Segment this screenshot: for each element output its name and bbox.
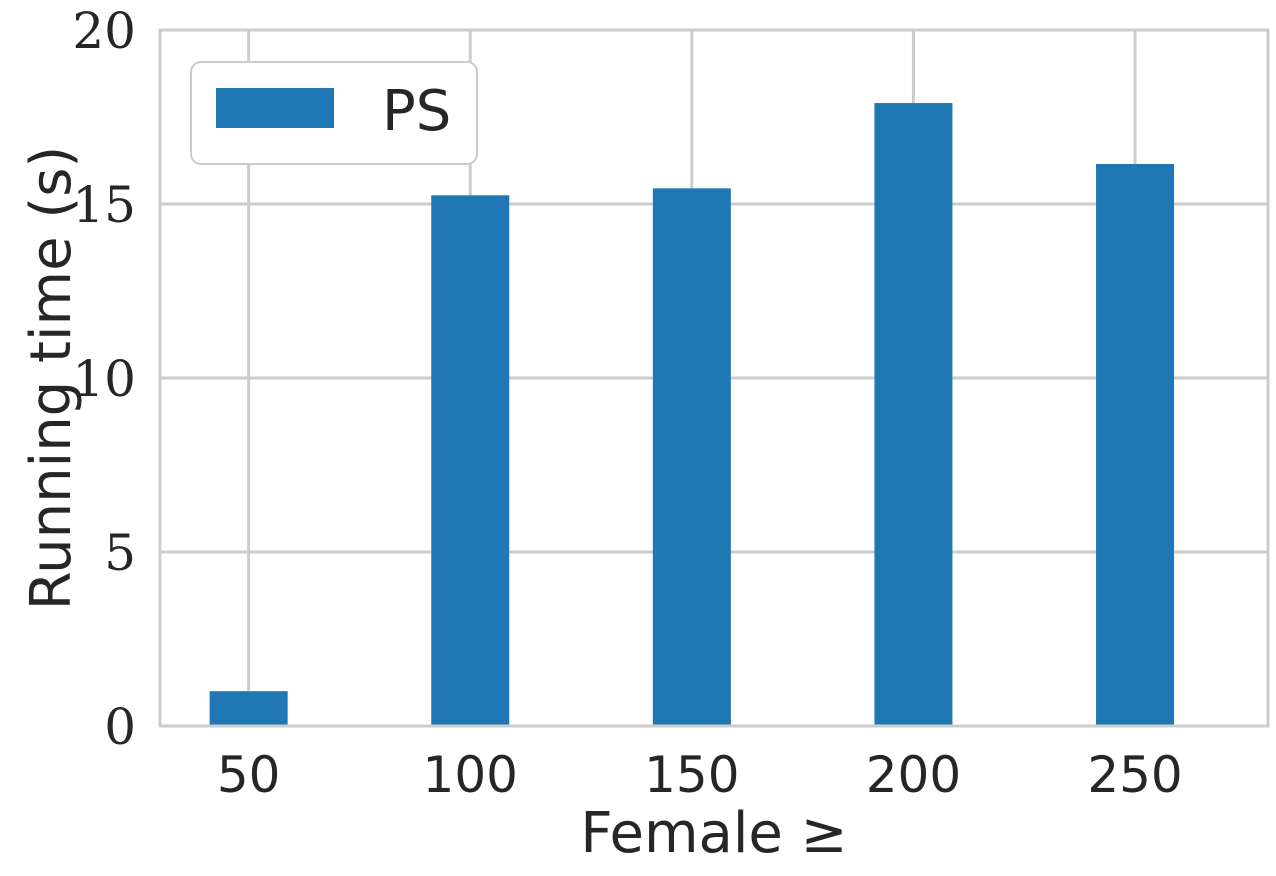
x-tick-label: 200 bbox=[866, 746, 961, 804]
legend-swatch bbox=[216, 88, 334, 128]
bars bbox=[209, 103, 1175, 727]
y-tick-label: 15 bbox=[72, 176, 136, 234]
y-tick-label: 10 bbox=[72, 350, 136, 408]
x-tick-label: 50 bbox=[217, 746, 281, 804]
bar bbox=[874, 103, 953, 726]
plot-frame bbox=[158, 28, 1270, 728]
legend-label: PS bbox=[382, 79, 451, 144]
x-axis-label: Female ≥ bbox=[580, 801, 847, 866]
y-tick-label: 5 bbox=[104, 524, 136, 582]
bar bbox=[652, 188, 731, 727]
x-tick-label: 150 bbox=[644, 746, 739, 804]
x-tick-label: 250 bbox=[1087, 746, 1182, 804]
bar bbox=[1096, 163, 1175, 727]
x-tick-label: 100 bbox=[423, 746, 518, 804]
bar bbox=[431, 195, 510, 727]
legend: PS bbox=[190, 61, 478, 165]
y-tick-labels: 0 5 10 15 20 bbox=[72, 2, 136, 756]
bar bbox=[209, 691, 288, 726]
y-tick-label: 20 bbox=[72, 2, 136, 60]
y-axis-label: Running time (s) bbox=[19, 146, 84, 610]
y-tick-label: 0 bbox=[104, 698, 136, 756]
x-tick-labels: 50 100 150 200 250 bbox=[217, 746, 1183, 804]
